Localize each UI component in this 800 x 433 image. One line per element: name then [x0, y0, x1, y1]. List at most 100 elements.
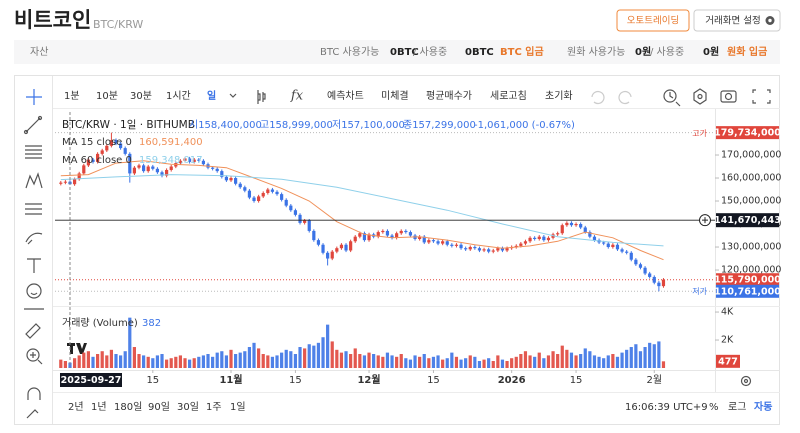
axis-settings-part[interactable] — [743, 378, 749, 384]
volume-bar — [169, 358, 173, 368]
volume-bar — [307, 344, 311, 368]
drawing-tools-part[interactable] — [23, 129, 29, 135]
drawing-tools-part[interactable] — [30, 352, 43, 365]
toolbar-button[interactable]: 세로고침 — [490, 90, 527, 102]
interval-button[interactable]: 일 — [207, 89, 216, 102]
candle-body — [491, 250, 495, 252]
volume-bar — [146, 356, 150, 368]
toolbar-icons-part[interactable] — [720, 90, 737, 103]
candle-body — [362, 233, 367, 241]
volume-bar — [330, 341, 334, 368]
range-button[interactable]: 1주 — [206, 402, 222, 413]
toolbar-icons[interactable] — [229, 88, 771, 107]
drawing-tools-part[interactable] — [26, 348, 40, 362]
volume-bar — [137, 354, 141, 368]
asset-item[interactable]: 원화 입금 — [727, 45, 767, 58]
settings-button[interactable] — [693, 9, 781, 32]
toolbar-button[interactable]: 미체결 — [381, 90, 409, 102]
volume-bar — [243, 351, 247, 368]
drawing-tools-part[interactable] — [26, 89, 42, 105]
volume-bar — [404, 358, 408, 368]
drawing-tools-part[interactable] — [27, 258, 41, 273]
toolbar-icons-part[interactable] — [669, 92, 681, 107]
interval-button[interactable]: 1분 — [64, 90, 80, 102]
drawing-tools-part[interactable] — [26, 283, 42, 299]
toolbar-icons-part[interactable] — [257, 90, 266, 104]
drawing-tools-part[interactable] — [26, 409, 39, 419]
volume-bar — [174, 356, 178, 368]
drawing-tools-part[interactable] — [25, 172, 43, 189]
drawing-tools-part[interactable] — [27, 387, 41, 400]
range-button[interactable]: 1년 — [91, 401, 107, 413]
candle-body — [307, 220, 311, 231]
toolbar-icons-part[interactable] — [591, 90, 605, 105]
volume-bar — [519, 354, 523, 368]
candle-body — [418, 236, 422, 239]
toolbar-icons-part[interactable] — [697, 93, 703, 100]
interval-button[interactable]: 30분 — [130, 90, 152, 102]
toolbar-button[interactable]: 초기화 — [545, 90, 573, 102]
auto-trading-button[interactable] — [616, 9, 690, 32]
axis-settings-part[interactable] — [740, 375, 752, 387]
toolbar-icons-part[interactable] — [693, 88, 707, 105]
volume-bar — [238, 352, 242, 368]
volume-bar — [634, 344, 638, 368]
range-button[interactable]: 180일 — [114, 401, 142, 413]
range-button[interactable]: 30일 — [177, 401, 199, 413]
volume-bar — [579, 354, 583, 368]
drawing-tools-part[interactable] — [25, 323, 41, 339]
scale-option[interactable]: % — [709, 402, 719, 413]
asset-item[interactable]: BTC 입금 — [500, 45, 544, 58]
toolbar-icons-part[interactable] — [229, 93, 237, 98]
candle-body — [638, 264, 643, 268]
drawing-tools-part[interactable] — [27, 239, 33, 245]
drawing-tools-part[interactable] — [30, 292, 38, 296]
drawing-tools-part[interactable] — [37, 115, 43, 121]
scale-option[interactable]: 로그 — [728, 402, 746, 413]
x-tick-label: 15 — [289, 375, 302, 386]
volume-bar — [376, 355, 380, 368]
volume-bar — [606, 355, 610, 368]
button-label[interactable]: 거래화면 설정 — [705, 16, 760, 27]
price-label-box — [716, 273, 779, 287]
drawing-tools[interactable] — [23, 89, 44, 419]
volume-bar — [206, 354, 210, 368]
drawing-tools-part[interactable] — [25, 203, 42, 215]
drawing-tools-part[interactable] — [25, 145, 42, 159]
scale-option[interactable]: 자동 — [754, 400, 772, 413]
volume-bar — [72, 358, 77, 368]
drawing-tools-part[interactable] — [25, 232, 43, 243]
candle-body — [220, 171, 224, 177]
interval-button[interactable]: 1시간 — [166, 90, 191, 102]
toolbar-icons-part[interactable] — [752, 89, 771, 104]
toolbar-icons-part[interactable] — [618, 90, 632, 105]
candle-body — [381, 230, 385, 233]
volume-label: 477 — [718, 356, 738, 367]
candle-body — [500, 248, 505, 251]
axis-settings[interactable] — [740, 375, 752, 387]
volume-bar — [648, 342, 652, 368]
volume-bar — [491, 361, 495, 368]
volume-bar — [362, 355, 367, 368]
toolbar-icons-part[interactable] — [663, 89, 677, 103]
range-button[interactable]: 1일 — [230, 401, 246, 413]
range-button[interactable]: 2년 — [68, 401, 84, 413]
range-button[interactable]: 90일 — [148, 401, 170, 413]
toolbar-icons-part[interactable] — [724, 92, 733, 101]
candle-body — [238, 183, 242, 188]
volume-bar — [464, 358, 468, 368]
x-tick-label: 15 — [570, 375, 583, 386]
gear-icon-part[interactable] — [768, 18, 772, 23]
button-label[interactable]: 오토트레이딩 — [627, 16, 679, 27]
interval-button[interactable]: 10분 — [96, 90, 118, 102]
toolbar-button[interactable]: 평균매수가 — [426, 90, 472, 102]
volume-bar — [372, 354, 376, 368]
gear-icon[interactable] — [765, 16, 775, 25]
toolbar-button[interactable]: 예측차트 — [327, 90, 364, 102]
candle-body — [270, 189, 275, 192]
drawing-tools-part[interactable] — [25, 117, 41, 133]
fx-icon[interactable]: fx — [290, 89, 304, 104]
volume-title: 거래량 (Volume) — [62, 317, 138, 329]
crosshair-add-plus[interactable] — [702, 217, 708, 224]
volume-bar — [289, 351, 293, 368]
